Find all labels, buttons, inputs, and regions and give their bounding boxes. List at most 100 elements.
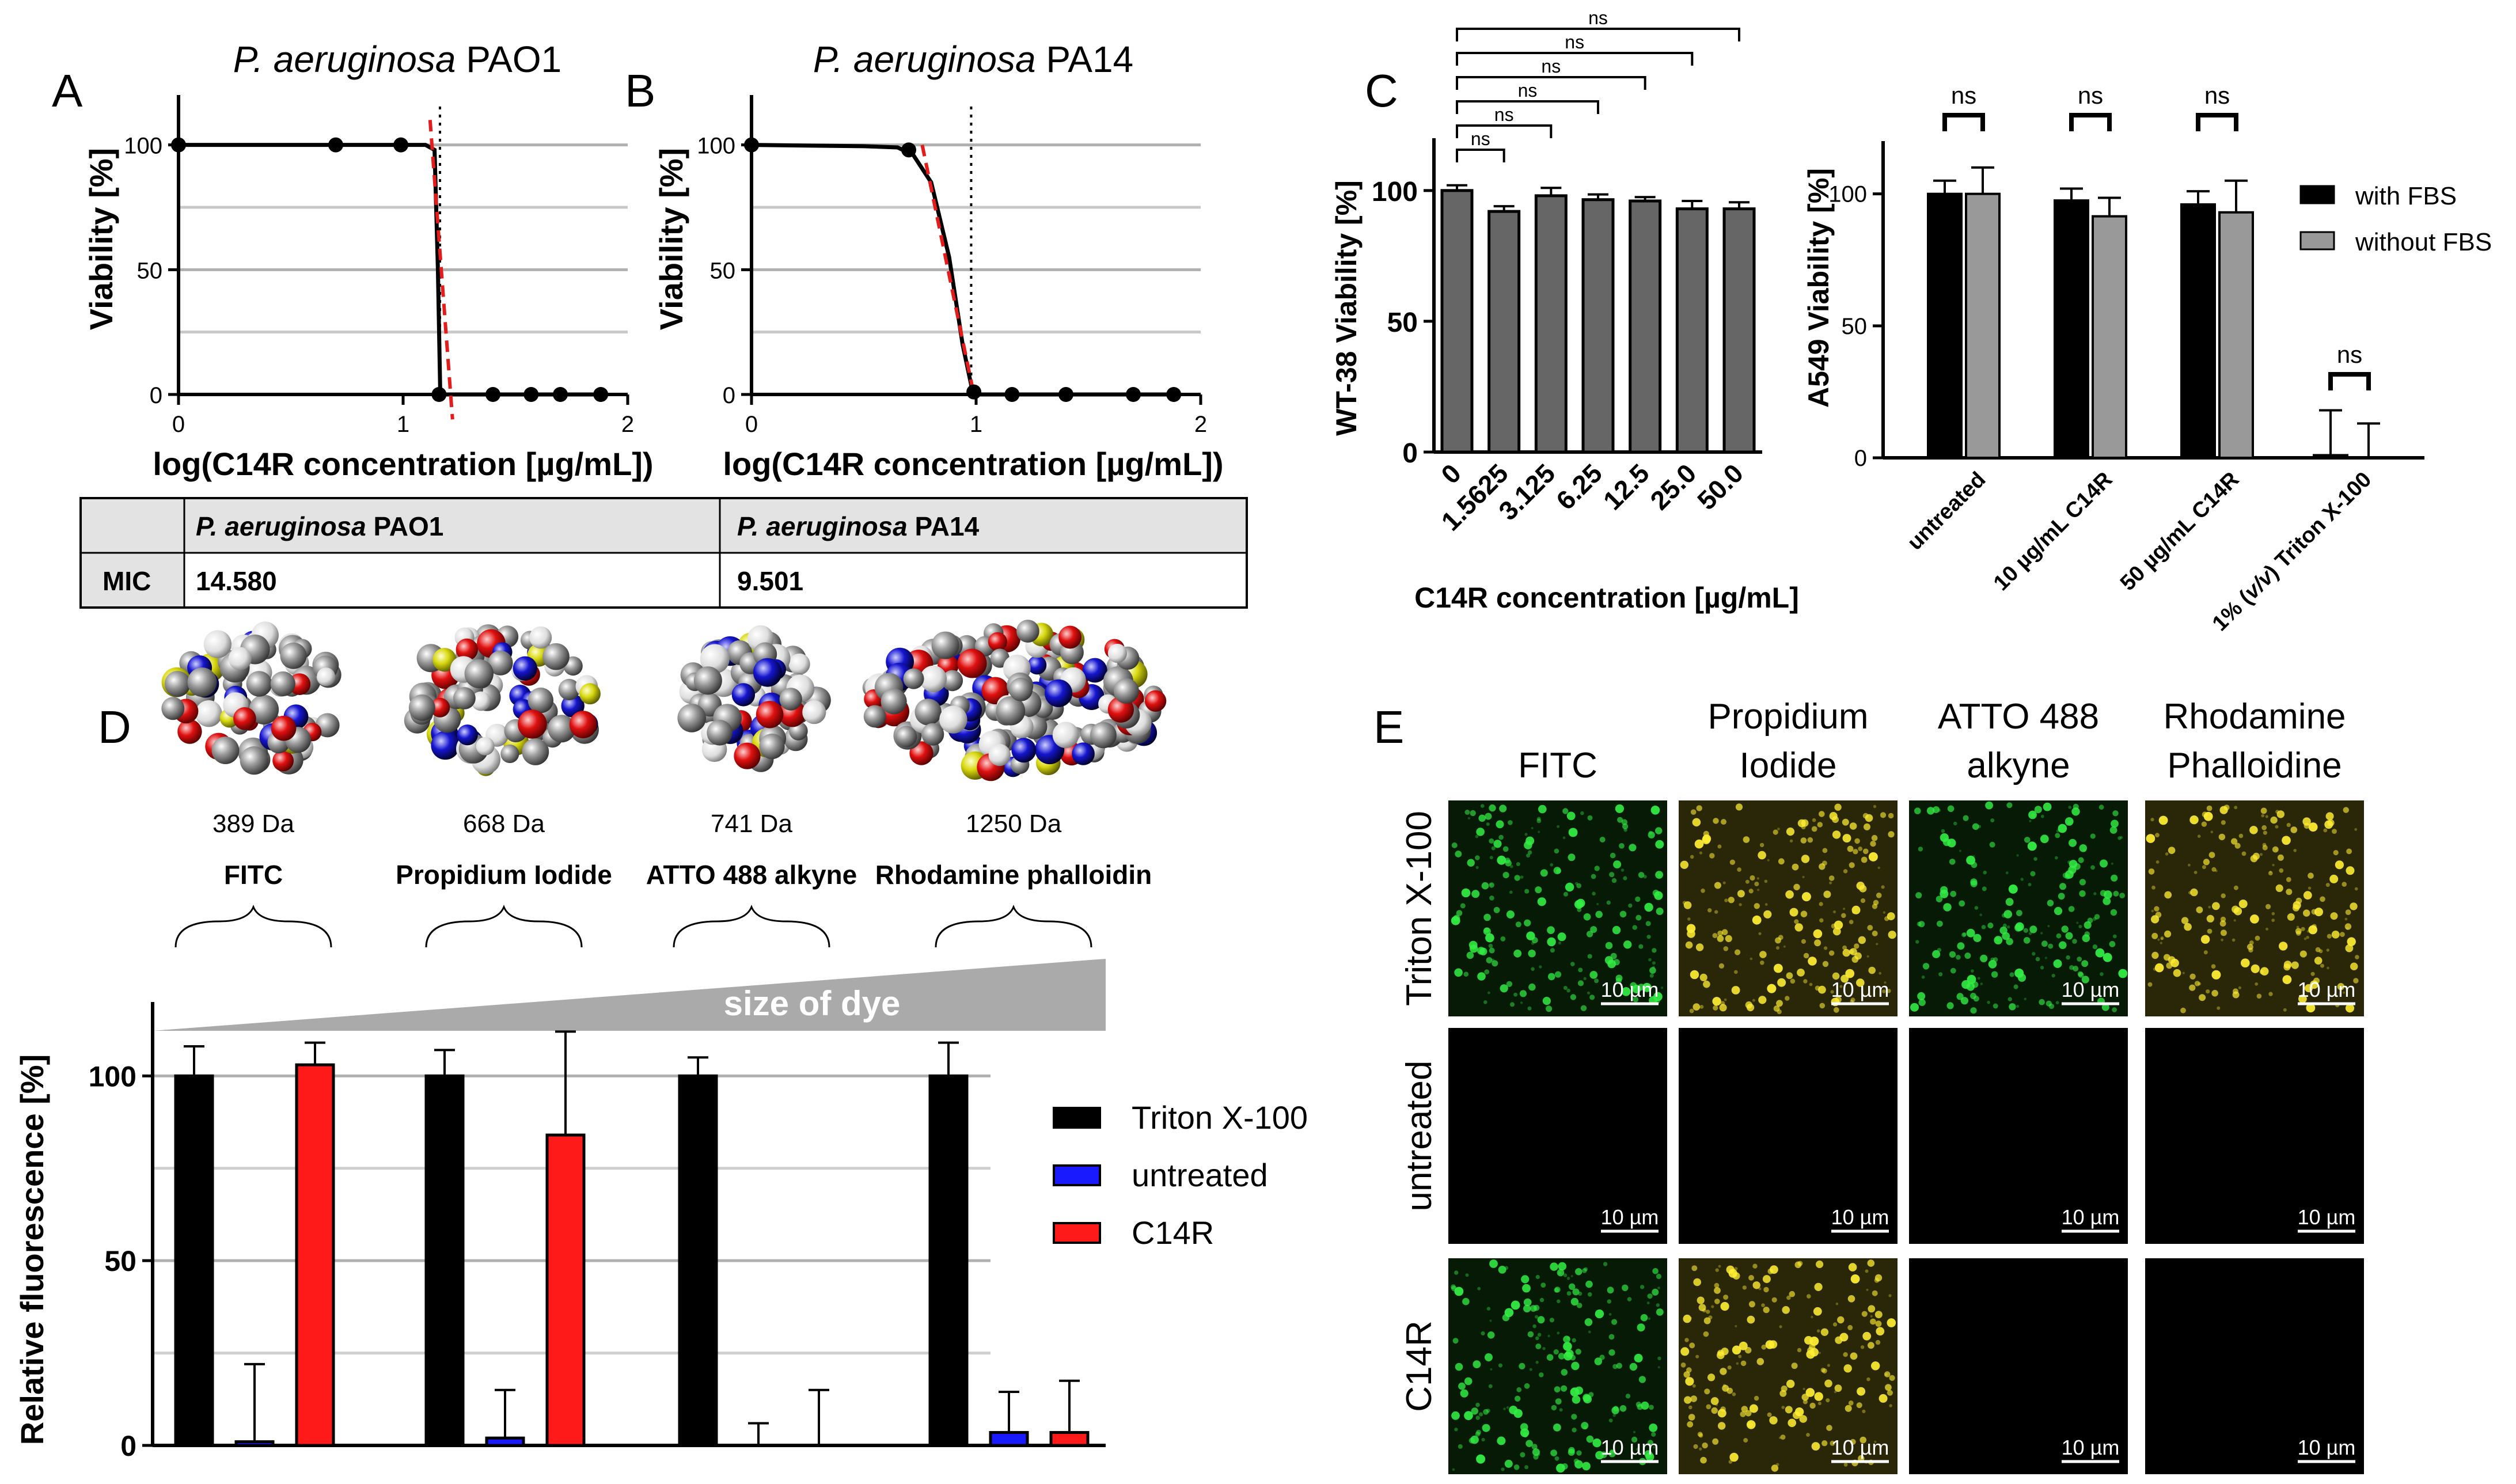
micrograph-particle bbox=[1860, 898, 1866, 904]
micrograph-scale-label: 10 µm bbox=[1831, 978, 1889, 1001]
micrograph-particle bbox=[2047, 899, 2054, 906]
micrograph-particle bbox=[1983, 870, 1987, 875]
chart-c1-bar bbox=[1581, 198, 1615, 454]
micrograph-particle bbox=[2110, 909, 2117, 916]
micrograph-particle bbox=[1607, 1286, 1614, 1294]
micrograph-particle bbox=[2040, 966, 2044, 970]
micrograph-particle bbox=[1723, 1295, 1729, 1300]
chart-c1-significance-label: ns bbox=[1541, 56, 1561, 77]
micrograph-particle bbox=[1652, 948, 1657, 953]
micrograph-particle bbox=[1845, 1405, 1852, 1412]
molecule-atom bbox=[909, 741, 933, 765]
micrograph-particle bbox=[2090, 833, 2096, 839]
micrograph-particle bbox=[1520, 1423, 1528, 1431]
micrograph-particle bbox=[1745, 1347, 1752, 1354]
micrograph-particle bbox=[1467, 859, 1475, 867]
micrograph-particle bbox=[2248, 947, 2253, 953]
micrograph-particle bbox=[1506, 981, 1513, 988]
micrograph-particle bbox=[2314, 957, 2323, 965]
micrograph-particle bbox=[1843, 1463, 1848, 1467]
micrograph-particle bbox=[1993, 1003, 1998, 1009]
micrograph-particle bbox=[2268, 992, 2273, 996]
micrograph-particle bbox=[1692, 1384, 1696, 1388]
micrograph-particle bbox=[1873, 804, 1877, 809]
micrograph-particle bbox=[2308, 822, 2318, 832]
micrograph-particle bbox=[2181, 917, 2189, 924]
micrograph-particle bbox=[1865, 814, 1873, 822]
micrograph-particle bbox=[1619, 843, 1625, 849]
micrograph-grid: FITC Propidium Iodide ATTO 488 alkyne Rhodami… bbox=[1399, 697, 2364, 1474]
micrograph-particle bbox=[1519, 1362, 1525, 1369]
micrograph-particle bbox=[2058, 823, 2067, 833]
micrograph-particle bbox=[1576, 1303, 1583, 1308]
micrograph-particle bbox=[1812, 818, 1816, 822]
micrograph-particle bbox=[2233, 919, 2236, 922]
micrograph-particle bbox=[1789, 908, 1798, 917]
micrograph-particle bbox=[1972, 855, 1975, 857]
micrograph-particle bbox=[1729, 859, 1736, 866]
micrograph-particle bbox=[2203, 950, 2208, 955]
micrograph-particle bbox=[1880, 812, 1887, 818]
micrograph-particle bbox=[1936, 895, 1943, 902]
micrograph-particle bbox=[1887, 989, 1891, 993]
micrograph-particle bbox=[2211, 990, 2218, 997]
micrograph-particle bbox=[1600, 1451, 1607, 1459]
micrograph-particle bbox=[1740, 1411, 1746, 1417]
molecule-atom bbox=[249, 694, 279, 725]
micrograph-particle bbox=[1884, 981, 1887, 984]
micrograph-particle bbox=[1650, 806, 1660, 815]
micrograph-particle bbox=[2221, 820, 2226, 825]
chart-d-bar bbox=[485, 1436, 525, 1447]
micrograph-particle bbox=[1479, 947, 1487, 956]
micrograph-particle bbox=[2221, 938, 2224, 942]
chart-c2-significance-bracket bbox=[2069, 113, 2112, 131]
micrograph-particle bbox=[1557, 1331, 1560, 1335]
chart-d-legend-swatch bbox=[1053, 1107, 1101, 1129]
micrograph-particle bbox=[1638, 944, 1644, 949]
micrograph-particle bbox=[2002, 913, 2006, 918]
micrograph-particle bbox=[1638, 872, 1645, 878]
micrograph-particle bbox=[1557, 1269, 1565, 1277]
micrograph-particle bbox=[1612, 1364, 1618, 1369]
chart-a-data-point bbox=[485, 387, 500, 402]
micrograph-particle bbox=[1711, 1305, 1714, 1308]
micrograph-particle bbox=[1583, 977, 1587, 981]
micrograph-particle bbox=[1454, 968, 1463, 977]
micrograph-particle bbox=[1506, 910, 1515, 919]
micrograph-particle bbox=[2068, 806, 2071, 809]
micrograph-particle bbox=[1489, 947, 1495, 954]
micrograph-particle bbox=[1684, 1396, 1692, 1404]
micrograph-particle bbox=[2182, 971, 2185, 974]
chart-c1-significance-bracket bbox=[1456, 28, 1740, 41]
micrograph-particle bbox=[1458, 1382, 1466, 1390]
chart-c2-category-label: 50 µg/mL C14R bbox=[2116, 468, 2244, 595]
micrograph-particle bbox=[1943, 903, 1952, 912]
micrograph-particle bbox=[2265, 815, 2268, 818]
chart-c2-category-label-part: ) Triton X-100 bbox=[2261, 468, 2376, 583]
micrograph-particle bbox=[1811, 1442, 1820, 1451]
micrograph-image bbox=[1448, 800, 1667, 1016]
micrograph-particle bbox=[2065, 932, 2073, 940]
micrograph-particle bbox=[1980, 954, 1988, 962]
micrograph-particle bbox=[1706, 1310, 1710, 1314]
micrograph-particle bbox=[2279, 868, 2284, 873]
micrograph-particle bbox=[1655, 827, 1663, 834]
micrograph-particle bbox=[1826, 1398, 1830, 1403]
micrograph-particle bbox=[1500, 936, 1506, 942]
chart-b-data-point bbox=[744, 137, 759, 153]
micrograph-particle bbox=[2345, 944, 2354, 952]
molecule-atom bbox=[1082, 658, 1107, 683]
micrograph-particle bbox=[1740, 1360, 1747, 1367]
micrograph-particle bbox=[1521, 1275, 1530, 1284]
micrograph-particle bbox=[1465, 1273, 1469, 1277]
micrograph-particle bbox=[1788, 1418, 1796, 1428]
micrograph-particle bbox=[1492, 960, 1498, 967]
chart-d-bar bbox=[234, 1440, 275, 1447]
micrograph-particle bbox=[1757, 889, 1760, 891]
micrograph-row-label: Triton X-100 bbox=[1399, 811, 1439, 1006]
micrograph-particle bbox=[1526, 853, 1530, 858]
micrograph-particle bbox=[1500, 984, 1508, 993]
micrograph-particle bbox=[1558, 941, 1561, 945]
micrograph-particle bbox=[1493, 906, 1500, 913]
micrograph-particle bbox=[1622, 1284, 1629, 1291]
